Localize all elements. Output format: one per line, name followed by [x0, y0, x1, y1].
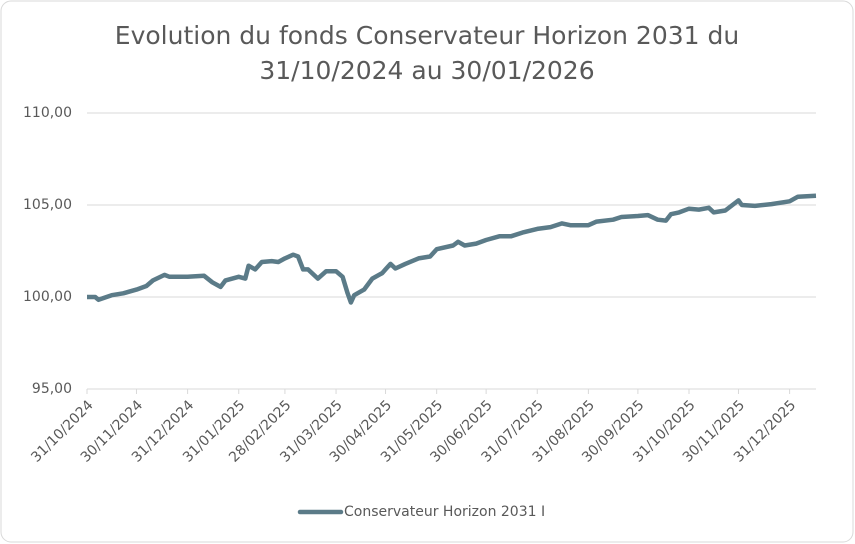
- legend-label: Conservateur Horizon 2031 I: [344, 504, 545, 520]
- y-tick-label: 105,00: [23, 197, 72, 213]
- data-line: [87, 193, 817, 305]
- y-tick-label: 100,00: [23, 289, 72, 305]
- y-tick-label: 110,00: [23, 105, 72, 121]
- y-tick-label: 95,00: [32, 381, 72, 397]
- chart-title: Evolution du fonds Conservateur Horizon …: [114, 21, 740, 85]
